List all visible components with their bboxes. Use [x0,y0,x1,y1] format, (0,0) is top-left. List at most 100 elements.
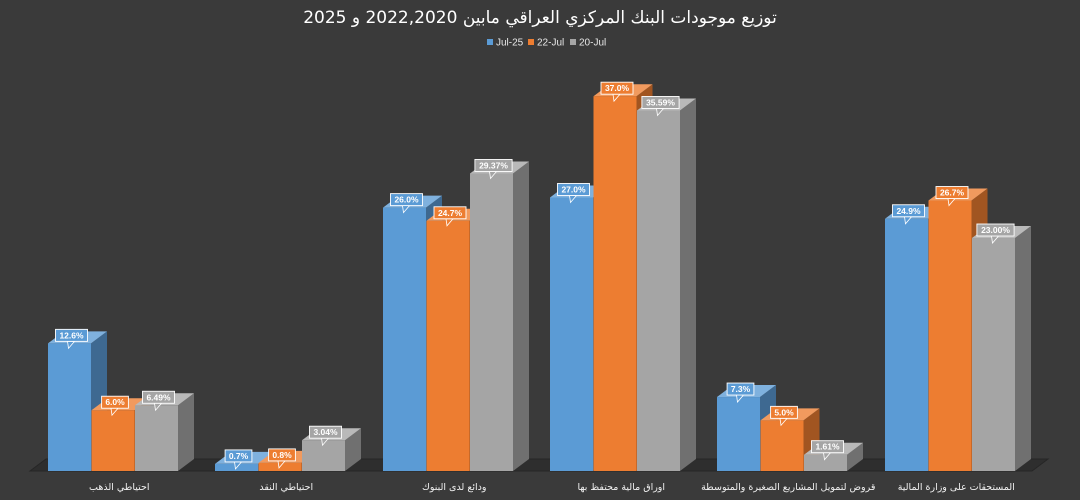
data-label-text: 26.0% [394,195,419,205]
bar-side [178,393,194,471]
label-box [55,328,88,342]
label-box [142,390,175,404]
bar-front [972,238,1015,471]
label-box [641,96,680,109]
data-label-text: 35.59% [646,97,675,107]
data-label-text: 23.00% [981,225,1010,235]
data-label-text: 0.8% [272,450,292,460]
chart-title: توزيع موجودات البنك المركزي العراقي مابي… [303,8,777,28]
data-label-text: 26.7% [940,188,965,198]
data-label-text: 24.7% [438,208,463,218]
legend-swatch [528,39,534,45]
bar-side [847,442,863,471]
legend-swatch [487,39,493,45]
bar-20-Jul-3 [637,98,696,471]
data-label: 1.61% [811,440,844,461]
label-box [390,193,423,207]
data-label: 0.8% [268,448,296,469]
bar-20-Jul-5 [972,226,1031,471]
label-box [600,81,634,95]
bar-side [513,161,529,471]
label-box [474,159,513,172]
data-label: 24.9% [892,204,925,225]
data-label: 37.0% [600,81,634,103]
bar-front [48,343,91,471]
category-label: ودائع لدى البنوك [422,482,487,493]
data-label: 24.7% [433,206,467,227]
data-label-text: 5.0% [774,407,794,417]
category-labels: احتياطي الذهب احتياطي النقد ودائع لدى البن… [89,482,1015,493]
bar-20-Jul-0 [135,393,194,471]
bar-front [550,197,593,472]
label-box [101,395,129,409]
data-label: 27.0% [557,183,590,204]
legend-label: Jul-25 [496,38,524,49]
data-label: 35.59% [641,96,680,117]
bar-front [593,96,637,471]
label-box [811,440,844,454]
bar-side [345,428,361,471]
data-label: 6.0% [101,395,129,417]
bar-front [760,420,804,471]
legend-item-20-Jul: 20-Jul [570,38,606,49]
category-label: اوراق مالية محتفظ بها [577,482,665,493]
bar-front [637,110,680,471]
label-box [935,186,969,199]
label-box [557,183,590,196]
category-label: قروض لتمويل المشاريع الصغيرة والمتوسطة [701,482,875,493]
data-label: 23.00% [976,223,1015,244]
data-label: 0.7% [224,449,253,470]
data-label-text: 1.61% [815,442,840,452]
label-box [309,425,342,439]
legend-item-Jul-25: Jul-25 [487,38,524,49]
label-box [268,448,296,462]
bar-side [1015,226,1031,471]
legend-swatch [570,39,576,45]
data-label-text: 7.3% [731,384,751,394]
bar-front [135,405,178,471]
legend-label: 20-Jul [579,38,606,49]
legend-label: 22-Jul [537,38,564,49]
data-label-text: 27.0% [561,184,586,194]
data-label-text: 6.0% [105,397,125,407]
bar-side [680,98,696,471]
label-box [976,223,1015,237]
label-box [892,204,925,218]
category-label: احتياطي الذهب [89,482,150,493]
data-label: 7.3% [726,382,755,403]
bar-front [302,440,345,471]
data-label: 3.04% [309,425,342,447]
data-label: 26.7% [935,186,969,207]
bar-front [804,454,847,471]
data-label: 12.6% [55,328,88,350]
bar-front [885,218,928,471]
data-label-text: 3.04% [313,427,338,437]
bar-20-Jul-2 [470,161,529,471]
category-label: احتياطي النقد [259,482,313,493]
bar-front [91,410,135,471]
data-label-text: 6.49% [146,392,171,402]
data-label-text: 37.0% [605,83,630,93]
legend: Jul-25 22-Jul 20-Jul [487,38,606,49]
bar-front [383,207,426,471]
data-label: 6.49% [142,390,175,412]
bar-front [928,200,972,472]
data-label: 26.0% [390,193,423,214]
label-box [770,405,798,419]
data-label: 29.37% [474,159,513,180]
legend-item-22-Jul: 22-Jul [528,38,564,49]
label-box [224,449,253,463]
data-label-text: 12.6% [59,330,84,340]
data-label-text: 0.7% [229,451,249,461]
bar-front [717,397,760,471]
data-label-text: 24.9% [896,206,921,216]
label-box [433,206,467,220]
bar-front [470,173,513,471]
data-label: 5.0% [770,405,798,427]
category-label: المستحقات على وزارة المالية [898,482,1015,493]
label-box [726,382,755,396]
data-labels: 12.6% 6.0% 6.49% 0.7% 0.8% 3.04% 26.0% 24.7% 29.… [55,81,1015,470]
bar-front [426,220,470,471]
